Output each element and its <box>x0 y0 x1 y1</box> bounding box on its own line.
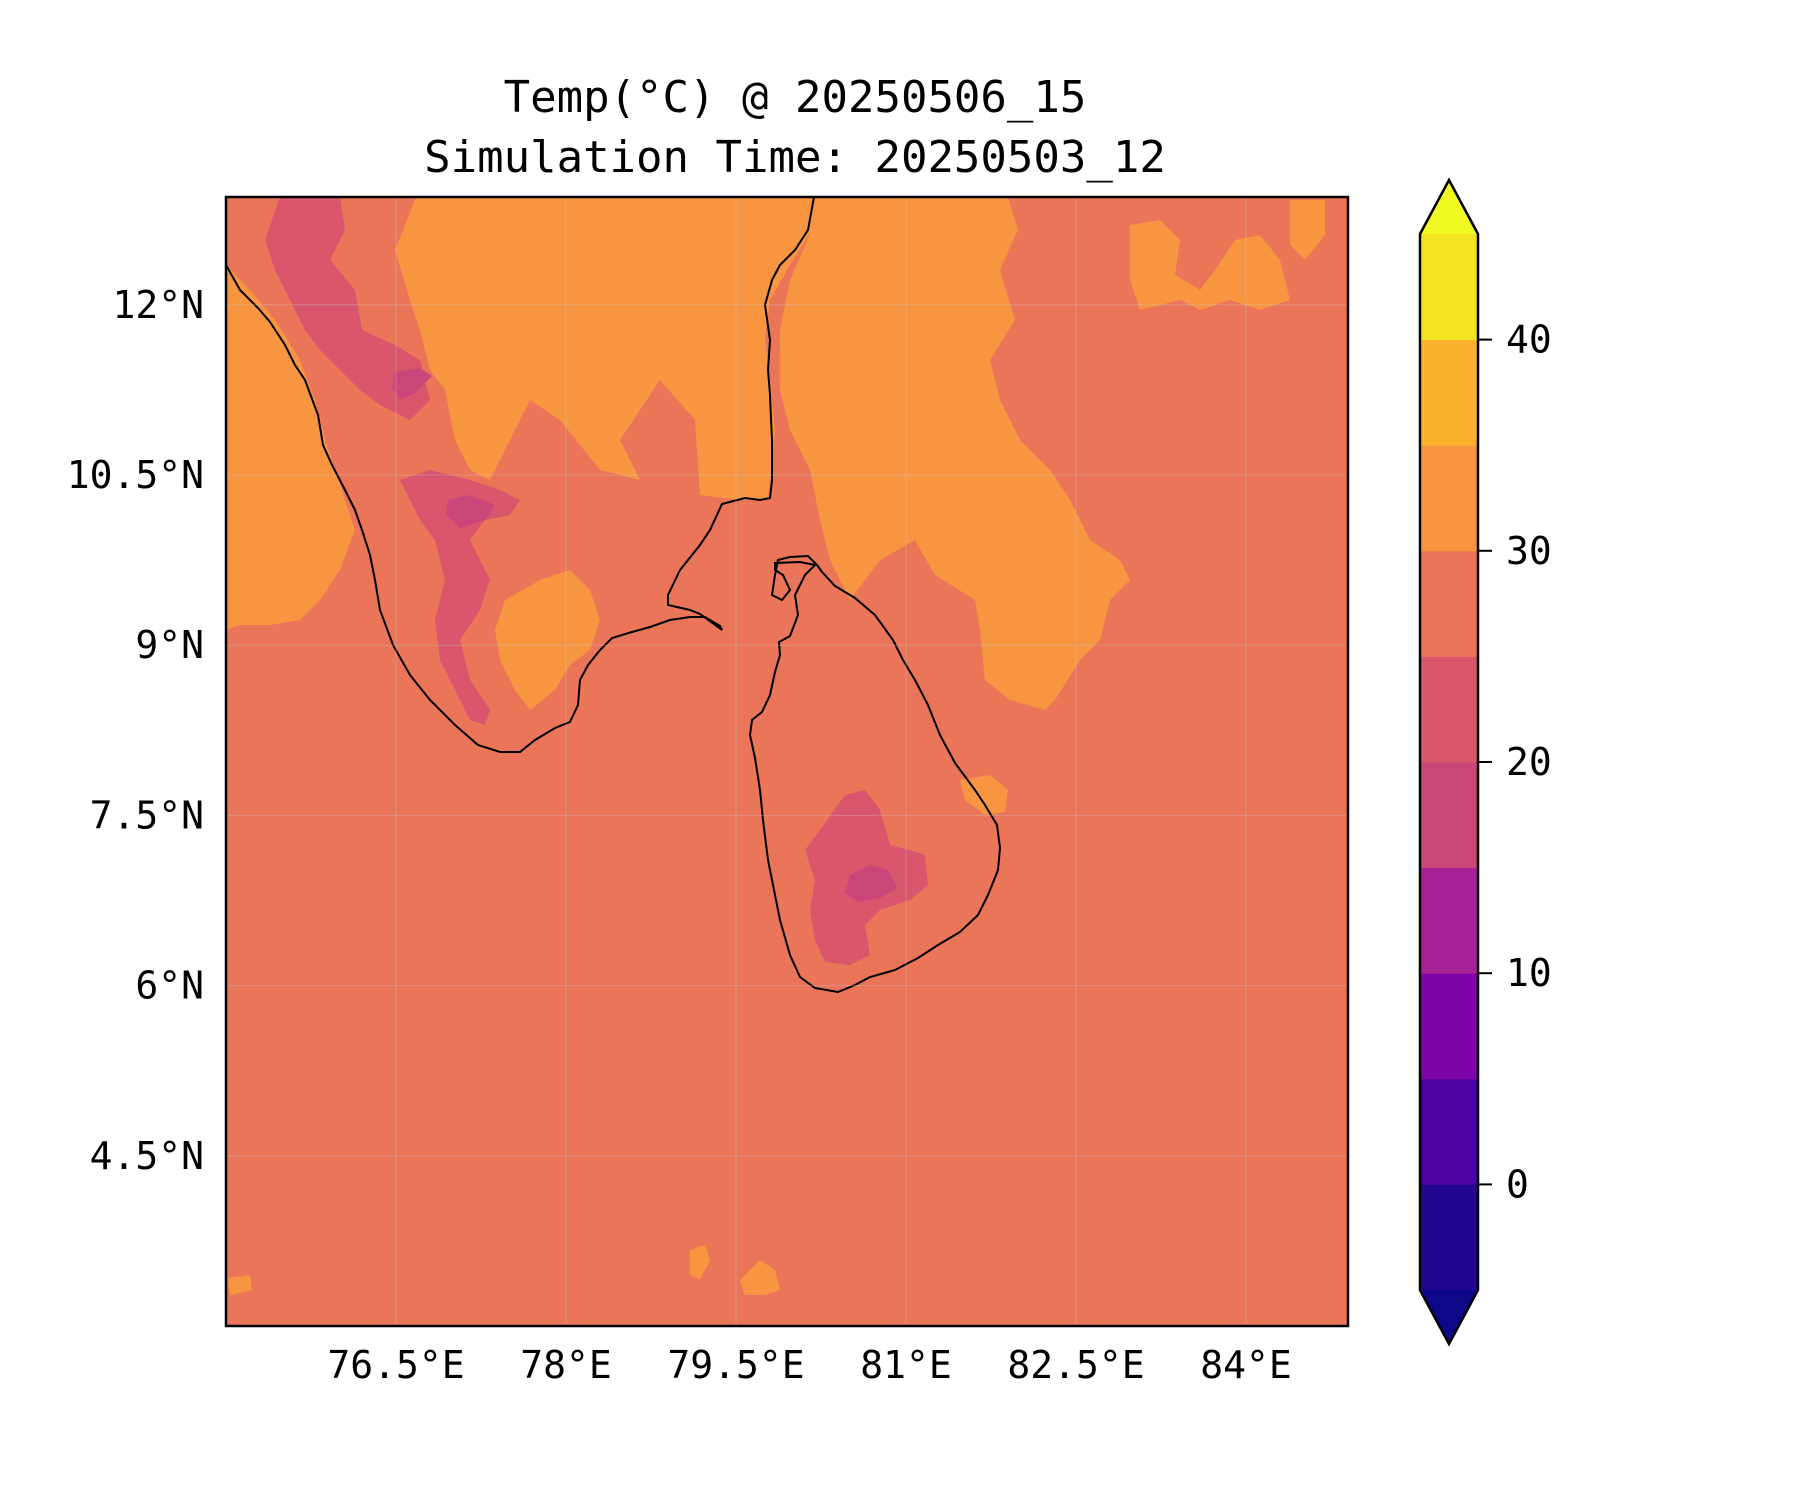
contour-warm-india-east <box>395 197 818 500</box>
y-axis-ticks: 12°N 10.5°N 9°N 7.5°N 6°N 4.5°N <box>67 283 204 1178</box>
x-tick-label: 82.5°E <box>1007 1343 1144 1387</box>
colorbar-segment-0 <box>1420 1184 1478 1291</box>
contour-warm-south-tn <box>495 570 600 710</box>
sri-lanka-coastline <box>748 554 1002 994</box>
contour-warm-ne-edge <box>1290 200 1325 260</box>
y-tick-label: 10.5°N <box>67 453 204 497</box>
coastlines <box>226 197 1002 994</box>
x-tick-label: 81°E <box>860 1343 952 1387</box>
india-coastline <box>226 197 815 753</box>
colorbar-tick-label: 20 <box>1506 740 1552 784</box>
colorbar-outline <box>1418 177 1480 1347</box>
map-area <box>226 197 1348 1326</box>
contour-cold-nilgiri <box>392 368 432 400</box>
contour-cold-ceylon-peak <box>845 865 897 902</box>
gridlines <box>226 197 1348 1326</box>
contour-warm-sw-speck <box>228 1275 252 1295</box>
colorbar-segment-4 <box>1420 762 1478 869</box>
colorbar-segment-7 <box>1420 445 1478 552</box>
y-tick-label: 6°N <box>135 964 204 1008</box>
contour-warm-south-blob <box>740 1260 780 1295</box>
x-tick-label: 84°E <box>1200 1343 1292 1387</box>
colorbar-tick-label: 0 <box>1506 1162 1529 1206</box>
title-line-1: Temp(°C) @ 20250506_15 <box>503 72 1087 123</box>
colorbar-tick-label: 30 <box>1506 529 1552 573</box>
contour-warm-south-speck-1 <box>690 1245 710 1280</box>
colorbar-extend-min <box>1420 1290 1478 1344</box>
colorbar-segment-2 <box>1420 973 1478 1080</box>
y-tick-label: 7.5°N <box>90 793 204 837</box>
contour-warm-coromandel <box>780 197 1130 710</box>
colorbar-tick-label: 10 <box>1506 951 1552 995</box>
contour-warm-ne-patch <box>1130 220 1290 310</box>
x-tick-label: 79.5°E <box>667 1343 804 1387</box>
temperature-contours <box>226 197 1325 1295</box>
contour-warm-west-coast <box>226 265 355 630</box>
colorbar-segment-5 <box>1420 656 1478 763</box>
colorbar-segment-1 <box>1420 1078 1478 1185</box>
colorbar-segment-9 <box>1420 234 1478 341</box>
x-axis-ticks: 76.5°E 78°E 79.5°E 81°E 82.5°E 84°E <box>327 1343 1291 1387</box>
x-tick-label: 76.5°E <box>327 1343 464 1387</box>
y-tick-label: 9°N <box>135 623 204 667</box>
contour-cool-western-ghats-south <box>400 470 520 725</box>
colorbar-extend-max <box>1420 180 1478 234</box>
colorbar-segment-3 <box>1420 867 1478 974</box>
colorbar-tick-label: 40 <box>1506 318 1552 362</box>
colorbar: 0 10 20 30 40 <box>1418 177 1552 1347</box>
contour-cool-western-ghats-north <box>265 197 430 420</box>
colorbar-segment-8 <box>1420 339 1478 446</box>
y-tick-label: 4.5°N <box>90 1134 204 1178</box>
contour-cold-palani <box>446 495 495 528</box>
title-line-2: Simulation Time: 20250503_12 <box>424 132 1166 183</box>
map-title: Temp(°C) @ 20250506_15 Simulation Time: … <box>0 68 1590 188</box>
colorbar-segment-6 <box>1420 550 1478 657</box>
map-frame <box>224 195 1350 1328</box>
y-tick-label: 12°N <box>112 283 204 327</box>
x-tick-label: 78°E <box>520 1343 612 1387</box>
